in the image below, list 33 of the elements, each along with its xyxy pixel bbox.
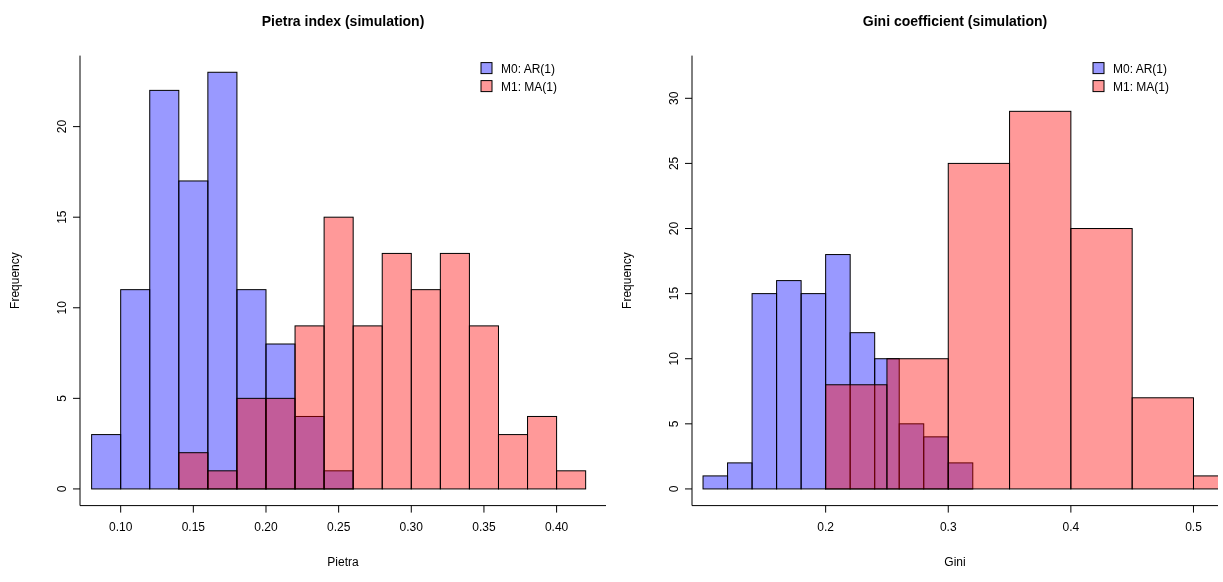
- x-axis-title: Pietra: [327, 554, 359, 569]
- x-tick-label: 0.10: [109, 519, 133, 534]
- y-tick-label: 10: [666, 351, 681, 366]
- legend-label: M1: MA(1): [501, 79, 558, 94]
- y-tick-label: 15: [666, 286, 681, 301]
- y-tick-label: 5: [55, 394, 69, 402]
- y-tick-label: 10: [55, 300, 69, 315]
- legend-label: M0: AR(1): [501, 61, 556, 76]
- y-tick-label: 0: [55, 485, 69, 493]
- chart-title: Pietra index (simulation): [261, 13, 425, 29]
- y-tick-label: 30: [666, 91, 681, 105]
- y-tick-label: 15: [55, 210, 69, 224]
- x-tick-label: 0.3: [939, 519, 957, 534]
- x-tick-label: 0.2: [816, 519, 834, 534]
- x-tick-label: 0.35: [472, 519, 496, 534]
- y-axis-title: Frequency: [8, 252, 22, 309]
- legend-label: M0: AR(1): [1112, 61, 1167, 76]
- y-tick-label: 20: [666, 221, 681, 236]
- chart-title: Gini coefficient (simulation): [862, 13, 1047, 29]
- x-tick-label: 0.30: [399, 519, 424, 534]
- y-tick-label: 20: [55, 119, 69, 134]
- x-tick-label: 0.15: [181, 519, 206, 534]
- x-axis-title: Gini: [943, 554, 966, 569]
- x-tick-label: 0.5: [1184, 519, 1202, 534]
- x-tick-label: 0.4: [1062, 519, 1080, 534]
- legend-label: M1: MA(1): [1112, 79, 1169, 94]
- x-tick-label: 0.25: [326, 519, 351, 534]
- x-tick-label: 0.20: [254, 519, 278, 534]
- y-tick-label: 0: [666, 485, 681, 493]
- x-tick-label: 0.40: [544, 519, 569, 534]
- y-tick-label: 5: [666, 420, 681, 428]
- y-axis-title: Frequency: [619, 252, 634, 309]
- y-tick-label: 25: [666, 156, 681, 171]
